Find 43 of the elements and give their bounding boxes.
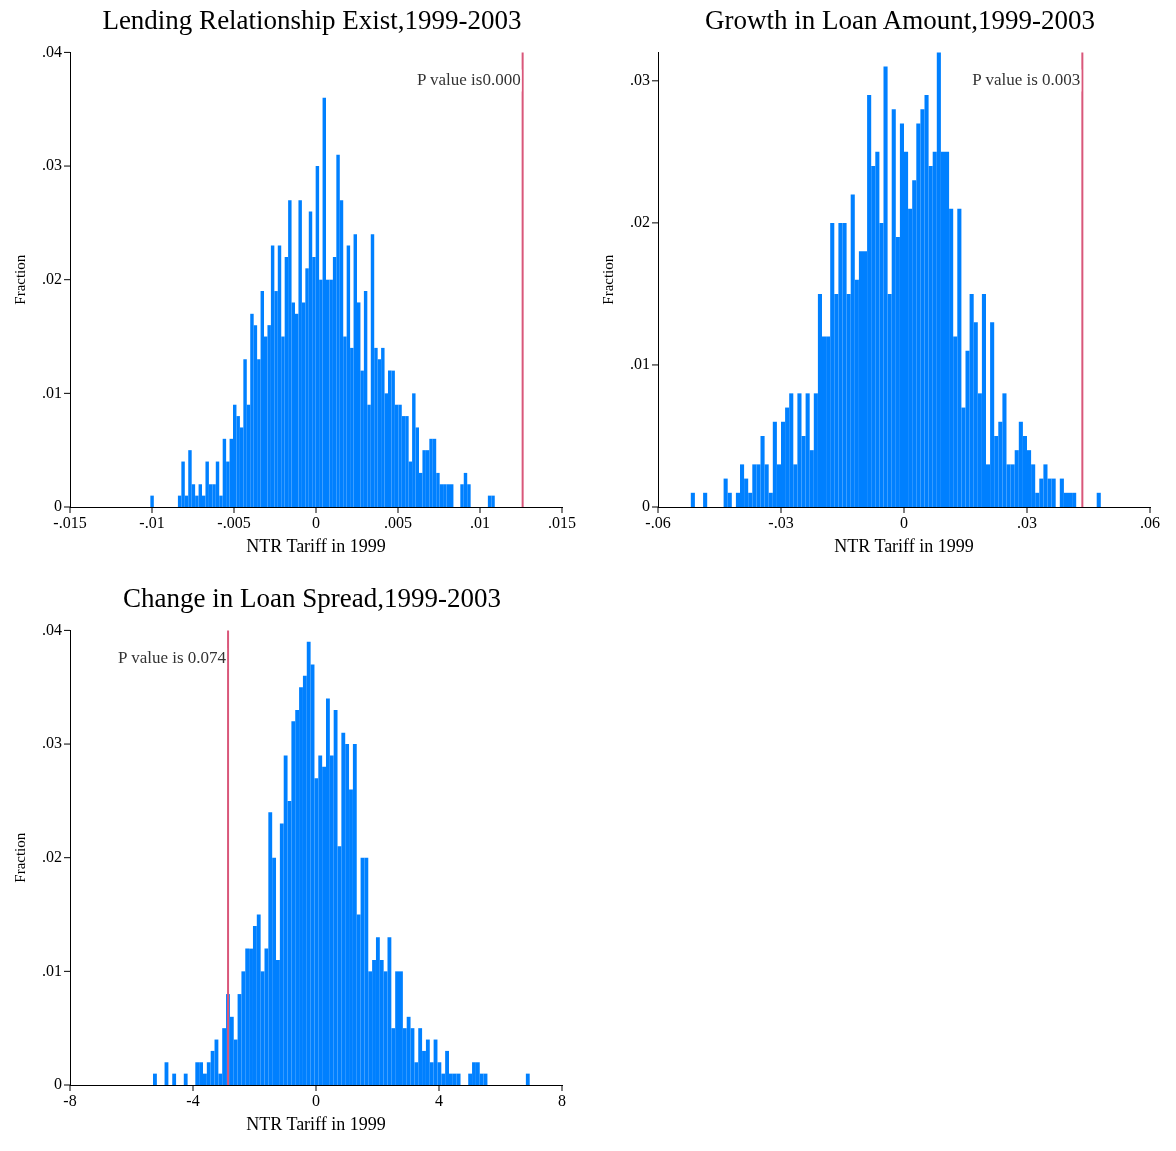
chart-title: Change in Loan Spread,1999-2003	[123, 583, 501, 614]
x-tick-label: .03	[1017, 514, 1037, 532]
y-tick-label: 0	[54, 497, 62, 515]
x-tick-label: 0	[312, 1092, 320, 1110]
y-tick-label: .01	[42, 961, 62, 979]
x-axis-title: NTR Tariff in 1999	[246, 1113, 386, 1134]
y-axis-title: Fraction	[12, 254, 29, 305]
x-tick-label: .015	[548, 514, 576, 532]
x-tick-label: -.03	[768, 514, 794, 532]
ref-line-label: P value is 0.074	[118, 647, 227, 667]
y-tick-label: .01	[630, 355, 650, 373]
y-tick-label: .02	[630, 213, 650, 231]
x-tick-label: .005	[384, 514, 412, 532]
ref-line-label: P value is0.000	[416, 69, 521, 89]
x-tick-label: -.005	[217, 514, 251, 532]
x-axis-title: NTR Tariff in 1999	[246, 535, 386, 556]
x-tick-label: -.015	[53, 514, 87, 532]
y-tick-label: 0	[642, 497, 650, 515]
chart-title: Lending Relationship Exist,1999-2003	[102, 5, 522, 36]
x-tick-label: .06	[1140, 514, 1160, 532]
x-tick-label: -4	[186, 1092, 200, 1110]
ref-line-label: P value is 0.003	[972, 69, 1081, 89]
y-tick-label: .03	[42, 734, 62, 752]
x-tick-label: 8	[558, 1092, 566, 1110]
x-tick-label: -8	[63, 1092, 77, 1110]
y-tick-label: .02	[42, 847, 62, 865]
y-tick-label: 0	[54, 1075, 62, 1093]
chart-title: Growth in Loan Amount,1999-2003	[705, 5, 1095, 36]
x-tick-label: .01	[470, 514, 490, 532]
x-tick-label: 4	[435, 1092, 443, 1110]
x-tick-label: 0	[312, 514, 320, 532]
y-axis-title: Fraction	[12, 832, 29, 883]
y-tick-label: .02	[42, 269, 62, 287]
x-tick-label: -.01	[139, 514, 165, 532]
x-tick-label: -.06	[645, 514, 671, 532]
y-tick-label: .03	[42, 156, 62, 174]
y-axis-title: Fraction	[600, 254, 617, 305]
y-tick-label: .04	[42, 42, 62, 60]
x-axis-title: NTR Tariff in 1999	[834, 535, 974, 556]
y-tick-label: .03	[630, 71, 650, 89]
x-tick-label: 0	[900, 514, 908, 532]
y-tick-label: .04	[42, 620, 62, 638]
y-tick-label: .01	[42, 383, 62, 401]
